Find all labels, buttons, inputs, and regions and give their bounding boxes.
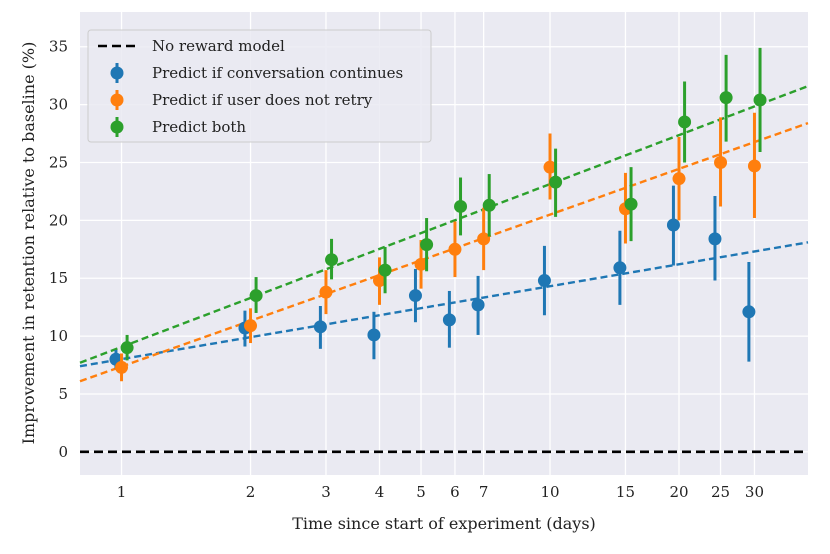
y-tick-label: 5 — [58, 385, 68, 403]
data-point — [624, 197, 638, 211]
data-point — [454, 199, 468, 213]
data-point — [477, 232, 491, 246]
data-point — [714, 155, 728, 169]
data-point — [742, 305, 756, 319]
x-tick-label: 1 — [117, 483, 127, 501]
x-tick-label: 3 — [321, 483, 331, 501]
data-point — [678, 115, 692, 129]
data-point — [319, 285, 333, 299]
legend: No reward model Predict if conversation c… — [87, 29, 432, 143]
data-point — [708, 232, 722, 246]
data-point — [442, 313, 456, 327]
data-point — [719, 91, 733, 105]
y-tick-label: 25 — [49, 153, 68, 171]
legend-point-marker — [110, 93, 124, 107]
trend-line — [79, 84, 809, 364]
y-tick-label: 30 — [49, 96, 68, 114]
x-tick-label: 30 — [745, 483, 764, 501]
data-point — [373, 274, 387, 288]
data-point — [747, 159, 761, 173]
data-points — [109, 47, 767, 382]
data-point — [672, 172, 686, 186]
x-tick-label: 6 — [450, 483, 460, 501]
data-point — [549, 175, 563, 189]
data-point — [313, 320, 327, 334]
x-tick-label: 25 — [711, 483, 730, 501]
data-point — [753, 93, 767, 107]
y-tick-label: 10 — [49, 327, 68, 345]
x-axis-label: Time since start of experiment (days) — [292, 514, 596, 533]
legend-label: No reward model — [152, 37, 285, 55]
y-axis-label: Improvement in retention relative to bas… — [19, 42, 38, 445]
data-point — [448, 242, 462, 256]
y-ticks: 0 5 10 15 20 25 30 35 — [49, 38, 68, 461]
y-tick-label: 0 — [58, 443, 68, 461]
data-point — [367, 328, 381, 342]
trend-line — [79, 121, 809, 383]
data-point — [325, 253, 339, 267]
legend-point-marker — [110, 66, 124, 80]
trend-lines — [79, 84, 809, 383]
data-point — [115, 360, 129, 374]
trend-line — [79, 241, 809, 368]
data-point — [249, 289, 263, 303]
x-tick-label: 4 — [375, 483, 385, 501]
data-point — [244, 319, 258, 333]
data-point — [378, 263, 392, 277]
data-point — [613, 261, 627, 275]
x-tick-label: 5 — [416, 483, 426, 501]
y-tick-label: 35 — [49, 38, 68, 56]
data-point — [482, 198, 496, 212]
legend-label: Predict if user does not retry — [152, 91, 373, 109]
legend-label: Predict if conversation continues — [152, 64, 403, 82]
x-tick-label: 20 — [669, 483, 688, 501]
data-point — [408, 289, 422, 303]
data-point — [414, 257, 428, 271]
data-point — [420, 238, 434, 252]
legend-label: Predict both — [152, 118, 246, 136]
series-points — [120, 47, 767, 361]
x-tick-label: 7 — [479, 483, 489, 501]
y-tick-label: 15 — [49, 269, 68, 287]
x-ticks: 1 2 3 4 5 6 7 10 15 20 25 30 — [117, 483, 764, 501]
data-point — [537, 274, 551, 288]
series-points — [115, 112, 761, 382]
data-point — [120, 341, 134, 355]
legend-point-marker — [110, 120, 124, 134]
data-point — [471, 298, 485, 312]
x-tick-label: 15 — [616, 483, 635, 501]
data-point — [666, 218, 680, 232]
y-tick-label: 20 — [49, 211, 68, 229]
legend-box — [87, 29, 432, 143]
x-tick-label: 2 — [246, 483, 256, 501]
x-tick-label: 10 — [540, 483, 559, 501]
data-point — [543, 160, 557, 174]
